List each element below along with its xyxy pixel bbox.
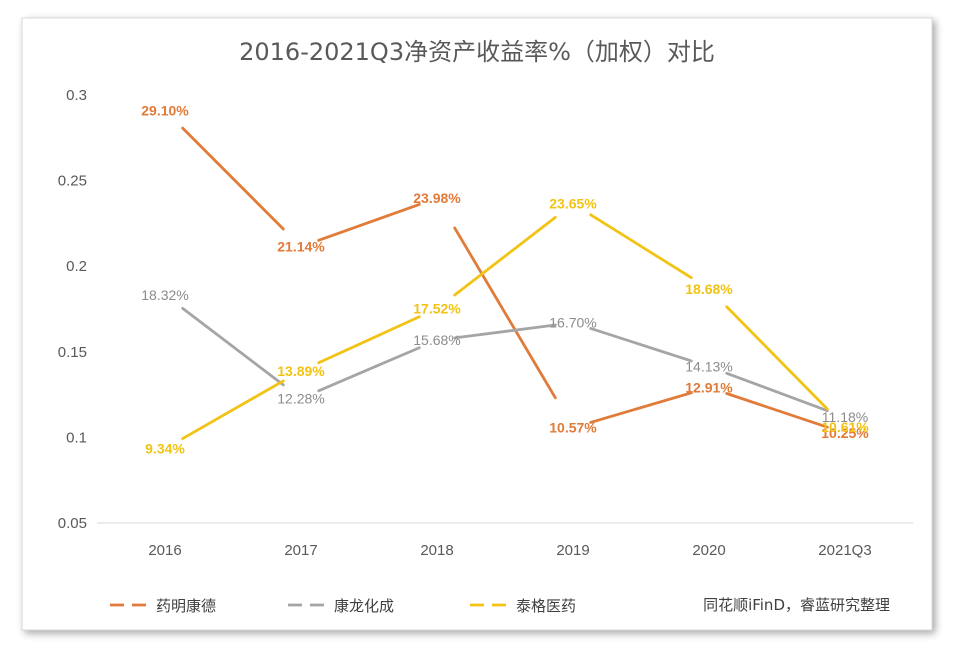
chart-panel — [21, 17, 933, 631]
legend-item: 康龙化成 — [288, 597, 394, 615]
line-segment — [725, 371, 829, 413]
data-label: 21.14% — [277, 239, 325, 255]
data-label: 17.52% — [413, 301, 461, 317]
line-segment — [453, 215, 557, 297]
data-label: 14.13% — [685, 359, 732, 375]
data-label: 18.68% — [685, 281, 733, 297]
data-label: 10.57% — [549, 420, 597, 436]
data-label: 13.89% — [277, 363, 325, 379]
line-segment — [453, 226, 557, 400]
series-line — [181, 213, 829, 440]
x-axis: 2016 2017 2018 2019 2020 2021Q3 — [148, 542, 871, 559]
y-tick-label: 0.2 — [66, 258, 87, 275]
y-tick-label: 0.15 — [58, 344, 87, 361]
x-tick-label: 2019 — [556, 542, 589, 559]
x-tick-label: 2018 — [420, 542, 453, 559]
line-segment — [725, 305, 829, 411]
series-line — [181, 126, 829, 429]
line-segment — [589, 327, 693, 363]
y-tick-label: 0.25 — [58, 173, 87, 190]
x-tick-label: 2016 — [148, 542, 181, 559]
line-segment — [181, 126, 285, 231]
data-label: 10.25% — [821, 425, 869, 441]
data-label: 12.28% — [277, 390, 324, 406]
line-segment — [181, 379, 285, 440]
y-tick-label: 0.05 — [58, 515, 87, 532]
data-labels: 29.10% 21.14% 23.98% 10.57% 12.91% 10.25% 18.3… — [141, 102, 869, 456]
source-note: 同花顺iFinD，睿蓝研究整理 — [703, 596, 890, 614]
legend-label: 康龙化成 — [334, 597, 394, 615]
line-segment — [453, 323, 557, 340]
x-tick-label: 2021Q3 — [818, 542, 871, 559]
data-label: 29.10% — [141, 102, 189, 118]
line-segment — [181, 307, 285, 387]
data-label: 15.68% — [413, 332, 460, 348]
x-tick-label: 2020 — [692, 542, 725, 559]
data-label: 10.61% — [821, 419, 869, 435]
legend-label: 泰格医药 — [516, 597, 576, 615]
legend: 药明康德 康龙化成 泰格医药 — [110, 597, 576, 615]
line-segment — [725, 392, 829, 429]
legend-label: 药明康德 — [156, 597, 216, 615]
data-label: 18.32% — [141, 287, 188, 303]
data-label: 11.18% — [822, 409, 868, 425]
data-label: 23.65% — [549, 196, 597, 212]
series-line — [181, 307, 829, 413]
data-label: 23.98% — [413, 190, 461, 206]
y-tick-label: 0.1 — [66, 429, 87, 446]
legend-item: 药明康德 — [110, 597, 216, 615]
legend-item: 泰格医药 — [470, 597, 576, 615]
data-label: 12.91% — [685, 380, 733, 396]
y-tick-label: 0.3 — [66, 87, 87, 104]
line-segment — [589, 391, 693, 424]
line-segment — [317, 202, 421, 242]
line-segment — [317, 346, 421, 393]
line-segment — [589, 213, 693, 280]
data-label: 9.34% — [145, 441, 185, 457]
y-axis: 0.05 0.1 0.15 0.2 0.25 0.3 — [58, 87, 87, 532]
series-lines — [181, 126, 829, 440]
chart-title: 2016-2021Q3净资产收益率%（加权）对比 — [239, 38, 715, 66]
data-label: 16.70% — [549, 315, 596, 331]
x-tick-label: 2017 — [284, 542, 317, 559]
line-segment — [317, 315, 421, 365]
